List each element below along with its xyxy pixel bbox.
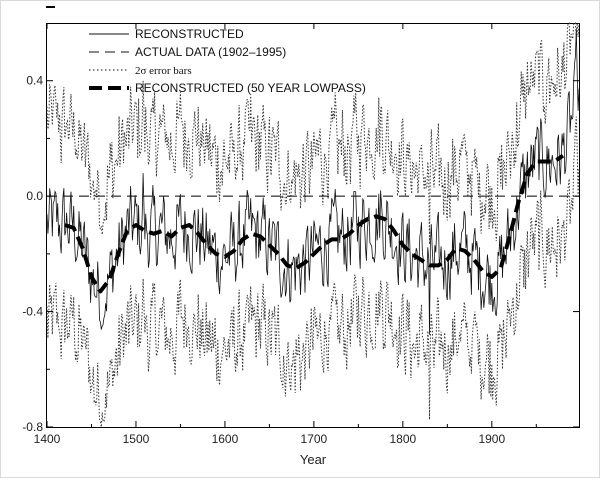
y-tick-label: -0.4 bbox=[22, 305, 43, 319]
x-tick-label: 1500 bbox=[123, 432, 150, 446]
y-tick-label: 0.4 bbox=[26, 74, 43, 88]
legend-entry-actual-data: ACTUAL DATA (1902–1995) bbox=[89, 45, 286, 59]
legend-label-actual-data: ACTUAL DATA (1902–1995) bbox=[135, 45, 286, 59]
y-tick-label: 0.0 bbox=[26, 189, 43, 203]
legend: RECONSTRUCTED ACTUAL DATA (1902–1995) 2σ… bbox=[89, 27, 366, 95]
tick-layer: 1400 1500 1600 1700 1800 1900 0.4 0.0 -0.4 -0.8 bbox=[22, 23, 579, 446]
error-bar-lower-line bbox=[46, 116, 580, 428]
x-tick-label: 1800 bbox=[390, 432, 417, 446]
legend-label-reconstructed: RECONSTRUCTED bbox=[135, 27, 244, 41]
x-axis-title: Year bbox=[300, 452, 327, 467]
x-tick-label: 1600 bbox=[212, 432, 239, 446]
reconstructed-lowpass-line bbox=[64, 154, 565, 294]
legend-entry-lowpass: RECONSTRUCTED (50 YEAR LOWPASS) bbox=[89, 81, 366, 95]
x-tick-label: 1900 bbox=[478, 432, 505, 446]
x-tick-label: 1400 bbox=[34, 432, 61, 446]
legend-label-error-bars: 2σ error bars bbox=[135, 65, 192, 77]
y-tick-label: -0.8 bbox=[22, 420, 43, 434]
legend-label-lowpass: RECONSTRUCTED (50 YEAR LOWPASS) bbox=[135, 81, 366, 95]
legend-entry-error-bars: 2σ error bars bbox=[89, 65, 192, 77]
x-tick-label: 1700 bbox=[301, 432, 328, 446]
legend-entry-reconstructed: RECONSTRUCTED bbox=[89, 27, 244, 41]
series-layer bbox=[46, 22, 580, 428]
